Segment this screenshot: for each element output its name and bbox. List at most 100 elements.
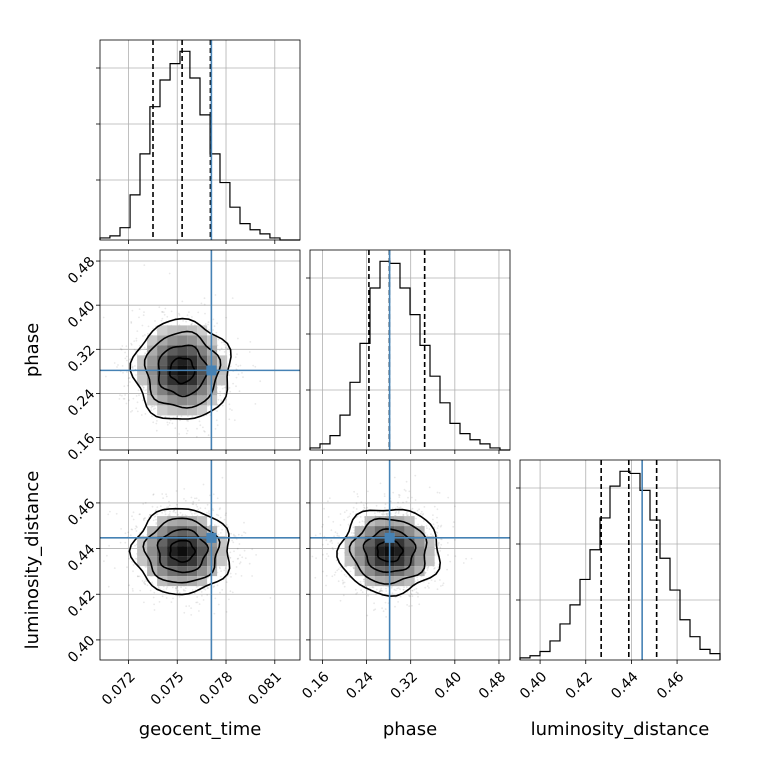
sample-point [135,337,138,340]
sample-point [416,579,419,581]
marginal-geocent_time [96,40,300,241]
density-cell [137,375,148,386]
marginal-frame [309,249,511,451]
sample-point [334,571,337,574]
sample-point [149,589,152,592]
sample-point [334,531,337,534]
sample-point [366,506,369,509]
density-cell [177,526,188,537]
sample-point [331,575,334,578]
sample-point [383,493,386,495]
sample-point [358,521,361,524]
density-cell [157,566,168,577]
sample-point [393,476,396,479]
sample-point [470,557,473,560]
sample-point [136,575,139,578]
sample-point [151,581,154,584]
sample-point [359,516,362,518]
density-cell [187,516,198,527]
sample-point [223,351,226,353]
sample-point [155,518,157,521]
density-cell [167,516,178,527]
density-cell [217,355,228,366]
sample-point [426,527,428,529]
sample-point [436,535,439,537]
histogram-step [309,260,510,451]
sample-point [446,542,449,544]
sample-point [172,510,175,513]
density-cell [404,566,415,577]
sample-point [125,355,128,358]
sample-point [147,325,150,328]
density-cell [404,536,415,547]
yaxis-label-luminosity_distance: luminosity_distance [22,471,43,650]
sample-point [259,380,262,383]
sample-point [232,560,235,563]
density-cell [177,395,188,406]
sample-point [238,543,241,545]
density-cell [147,536,158,547]
sample-point [183,611,186,614]
sample-point [154,515,157,517]
sample-point [119,541,122,544]
density-cell [197,395,208,406]
sample-point [398,496,401,498]
sample-point [402,588,405,591]
sample-point [408,594,410,597]
density-cell [187,546,198,557]
xtick-label: 0.24 [343,669,376,702]
sample-point [166,421,169,424]
sample-point [339,599,342,602]
sample-point [187,420,190,422]
sample-point [235,363,238,366]
sample-point [168,504,171,507]
sample-point [115,512,118,515]
sample-point [390,587,393,589]
sample-point [436,527,439,529]
xtick-label: 0.40 [432,669,465,702]
sample-point [363,507,366,510]
sample-point [394,596,397,599]
sample-point [355,508,358,510]
sample-point [238,562,241,565]
sample-point [161,511,164,514]
ytick-label: 0.42 [65,587,98,620]
density-cell [137,536,148,547]
sample-point [350,532,353,534]
sample-point [352,567,355,570]
sample-point [171,422,174,425]
joint-inner [310,460,510,660]
sample-point [424,571,427,574]
sample-point [136,353,139,356]
sample-point [157,587,160,589]
sample-point [343,511,346,514]
sample-point [436,588,439,591]
sample-point [385,590,388,592]
sample-point [367,490,369,493]
sample-point [176,415,178,418]
sample-point [383,495,386,498]
sample-point [173,509,175,512]
xtick-label: 0.32 [388,669,421,702]
sample-point [138,345,141,347]
sample-point [399,588,401,591]
marginal-frame [99,39,301,241]
sample-point [130,411,132,413]
sample-point [137,575,139,578]
sample-point [439,546,442,549]
sample-point [221,589,224,591]
sample-point [209,494,211,497]
sample-point [185,427,188,430]
sample-point [234,356,237,359]
sample-point [373,609,375,612]
sample-point [367,594,369,597]
sample-point [179,419,181,422]
sample-point [177,513,180,516]
sample-point [397,587,400,589]
sample-point [178,433,181,435]
sample-point [378,511,381,514]
sample-point [175,490,178,492]
ytick-label: 0.48 [65,254,98,287]
sample-point [177,589,180,592]
sample-point [430,579,433,581]
